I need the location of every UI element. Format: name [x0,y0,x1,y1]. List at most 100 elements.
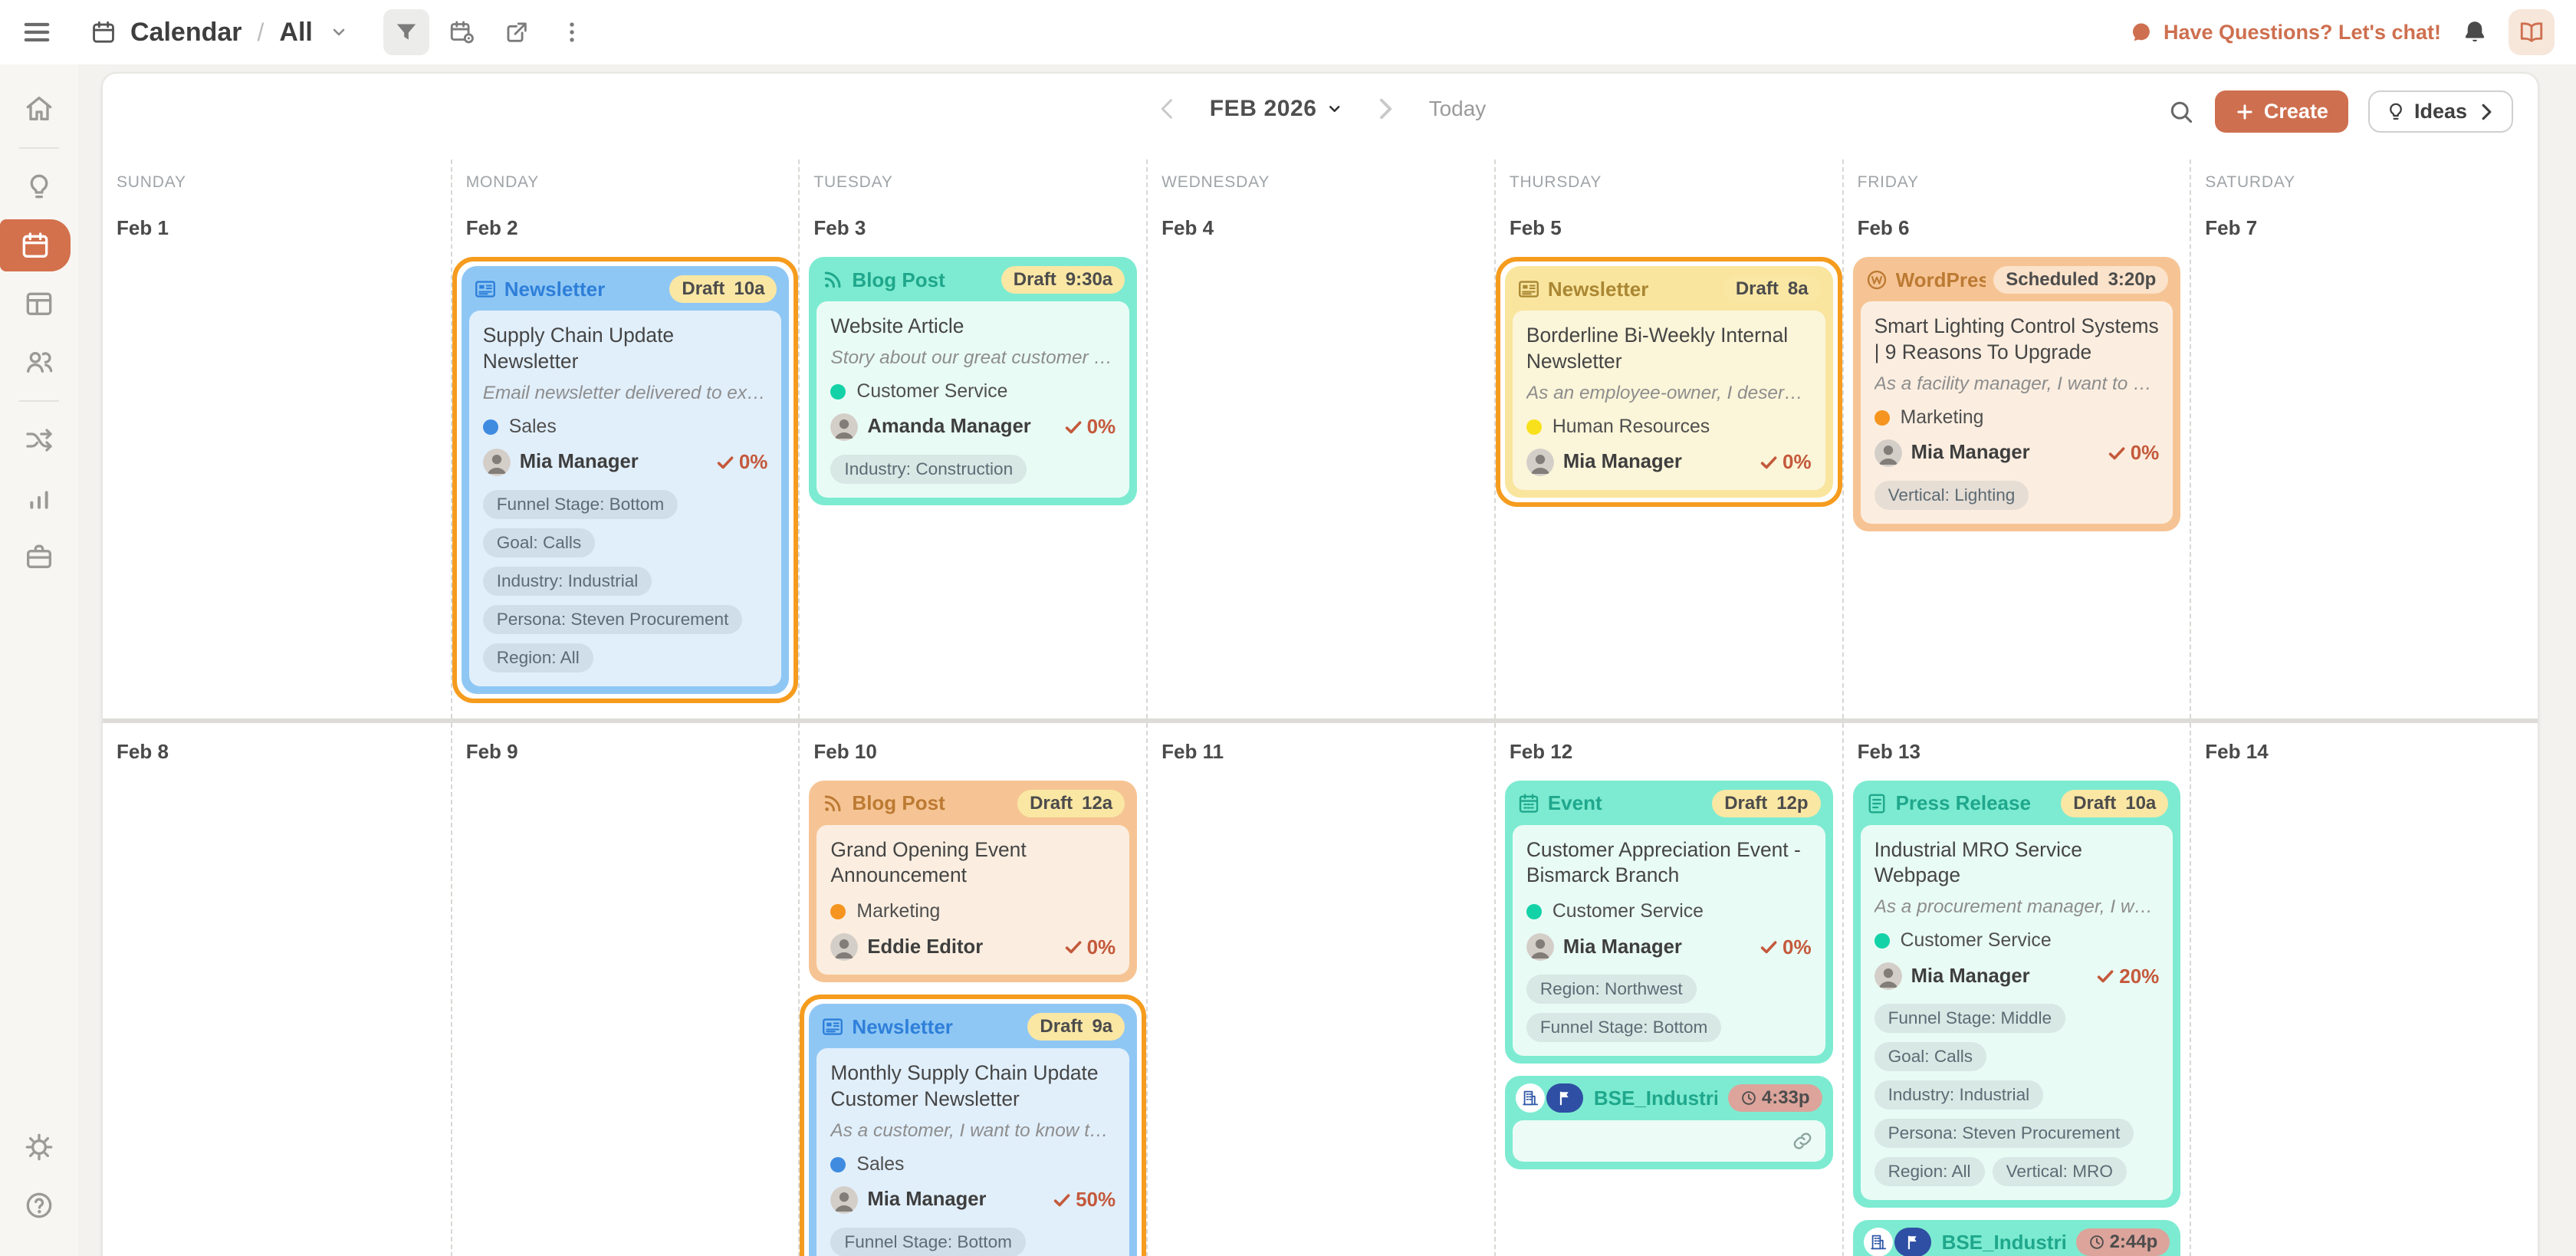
sidebar-item-help[interactable] [8,1176,70,1235]
owner-name: Eddie Editor [867,935,984,958]
sidebar-item-settings[interactable] [8,1118,70,1176]
status-time: 8a [1787,278,1809,299]
sidebar-item-analytics[interactable] [8,469,70,528]
sidebar-item-team[interactable] [8,333,70,391]
avatar [830,413,859,441]
status-text: Draft [1724,792,1768,814]
category-row: Customer Service [1874,930,2160,952]
prev-month-button[interactable] [1155,95,1182,123]
main-area: FEB 2026 Today Create [78,64,2576,1256]
day-name-label: FRIDAY [1857,173,1919,191]
day-column[interactable]: THURSDAY Feb 5 Newsletter Draft 8a Borderline… [1493,159,1842,718]
day-column[interactable]: Feb 12 Event Draft 12p Customer Appreciation… [1493,722,1842,1256]
check-icon [1760,453,1778,472]
sidebar-item-home[interactable] [8,80,70,138]
calendar-settings-button[interactable] [439,9,485,55]
create-button-label: Create [2263,100,2328,123]
day-name-label: THURSDAY [1509,173,1602,191]
content-card[interactable]: Event Draft 12p Customer Appreciation Event… [1504,780,1833,1064]
ideas-button[interactable]: Ideas [2367,90,2513,133]
card-title: Monthly Supply Chain Update Customer New… [830,1061,1099,1110]
owner-name: Mia Manager [1562,451,1682,473]
social-card[interactable]: BSE_Industrial 4:33p [1504,1076,1833,1170]
settings-icon [24,1132,54,1162]
wordpress-icon [1865,268,1888,291]
content-card[interactable]: Newsletter Draft 8a Borderline Bi-Weekly In… [1504,266,1833,498]
day-name-label: WEDNESDAY [1162,173,1270,191]
task-progress: 0% [1064,935,1116,959]
owner-name: Mia Manager [1562,935,1682,958]
date-label: Feb 5 [1509,216,1562,239]
task-progress: 0% [1064,415,1116,439]
tag-pill: Goal: Calls [1874,1042,1987,1072]
progress-value: 0% [1782,935,1812,958]
tag-pill: Funnel Stage: Middle [1874,1004,2066,1034]
category-row: Sales [482,416,768,438]
day-column[interactable]: Feb 8 [103,723,451,1256]
tag-pill: Funnel Stage: Bottom [482,489,678,519]
day-column[interactable]: FRIDAY Feb 6 WordPress Scheduled 3:20p Smart … [1842,159,2190,718]
day-column[interactable]: Feb 9 [450,722,799,1256]
hamburger-menu-icon[interactable] [21,17,52,48]
content-card[interactable]: Newsletter Draft 9a Monthly Supply Chain Up… [809,1004,1138,1256]
filter-icon [393,19,419,45]
tag-pill: Vertical: MRO [1992,1157,2127,1187]
sidebar-item-board[interactable] [8,275,70,333]
day-column[interactable]: Feb 13 Press Release Draft 10a Industrial MR… [1842,722,2190,1256]
card-title: Website Article [830,314,964,337]
link-icon[interactable] [1792,1130,1813,1152]
today-button[interactable]: Today [1428,97,1487,120]
avatar [1874,439,1902,467]
calendar-view-selector[interactable]: All [279,17,313,47]
card-body: Borderline Bi-Weekly Internal Newsletter… [1512,311,1825,490]
calendar-week-2: Feb 8 Feb 9 Feb 10 Blog Post Draft 12a Grand O… [103,722,2538,1256]
share-button[interactable] [494,9,540,55]
content-card[interactable]: WordPress Scheduled 3:20p Smart Lighting Co… [1852,257,2181,531]
status-time: 12a [1082,792,1113,814]
day-column[interactable]: Feb 10 Blog Post Draft 12a Grand Opening Eve… [798,722,1147,1256]
date-label: Feb 12 [1509,739,1573,763]
day-column[interactable]: TUESDAY Feb 3 Blog Post Draft 9:30a Website A… [798,159,1146,718]
tag-pill: Region: All [482,643,593,672]
content-card[interactable]: Blog Post Draft 9:30a Website Article Story … [809,257,1138,505]
sidebar-item-ideas[interactable] [8,158,70,216]
chevron-down-icon[interactable] [330,23,348,41]
sidebar-item-projects[interactable] [8,528,70,586]
chat-link[interactable]: Have Questions? Let's chat! [2130,21,2441,44]
date-label: Feb 9 [465,739,518,763]
time-badge: 2:44p [2075,1228,2170,1256]
day-column[interactable]: MONDAY Feb 2 Newsletter Draft 10a Supply Chai… [450,159,799,718]
card-header: Blog Post Draft 9:30a [816,263,1129,301]
next-month-button[interactable] [1371,95,1398,123]
social-card[interactable]: BSE_Industrial2:44pHey check out our new… [1852,1220,2181,1256]
day-column[interactable]: WEDNESDAY Feb 4 [1146,159,1494,718]
day-column[interactable]: Feb 14 [2190,722,2538,1256]
press-icon [1865,792,1888,815]
month-navigation: FEB 2026 Today [1155,95,1487,123]
more-options-button[interactable] [549,9,595,55]
analytics-icon [24,483,54,514]
sidebar-item-calendar[interactable] [0,219,71,271]
resources-button[interactable] [2509,9,2555,55]
content-card[interactable]: Newsletter Draft 10a Supply Chain Update Ne… [461,266,790,694]
tag-pill: Industry: Industrial [1874,1080,2044,1110]
notifications-bell-icon[interactable] [2461,18,2489,46]
tag-pill: Region: All [1874,1157,1985,1187]
owner-name: Mia Manager [1911,965,2030,987]
day-column[interactable]: Feb 11 [1146,722,1494,1256]
create-button[interactable]: Create [2214,90,2348,133]
card-body: Monthly Supply Chain Update Customer New… [816,1048,1130,1256]
status-text: Draft [1735,278,1779,299]
filter-button[interactable] [383,9,429,55]
content-card[interactable]: Press Release Draft 10a Industrial MRO Serv… [1852,780,2181,1208]
content-card[interactable]: Blog Post Draft 12a Grand Opening Event Ann… [809,780,1138,983]
status-time: 10a [734,278,765,299]
calendar-icon [90,19,117,45]
search-icon[interactable] [2167,98,2195,126]
month-selector[interactable]: FEB 2026 [1210,96,1343,122]
day-column[interactable]: SATURDAY Feb 7 [2190,159,2538,718]
day-column[interactable]: SUNDAY Feb 1 [103,159,451,718]
date-label: Feb 2 [465,216,518,239]
card-header: Event Draft 12p [1513,787,1825,825]
sidebar-item-workflow[interactable] [8,411,70,469]
